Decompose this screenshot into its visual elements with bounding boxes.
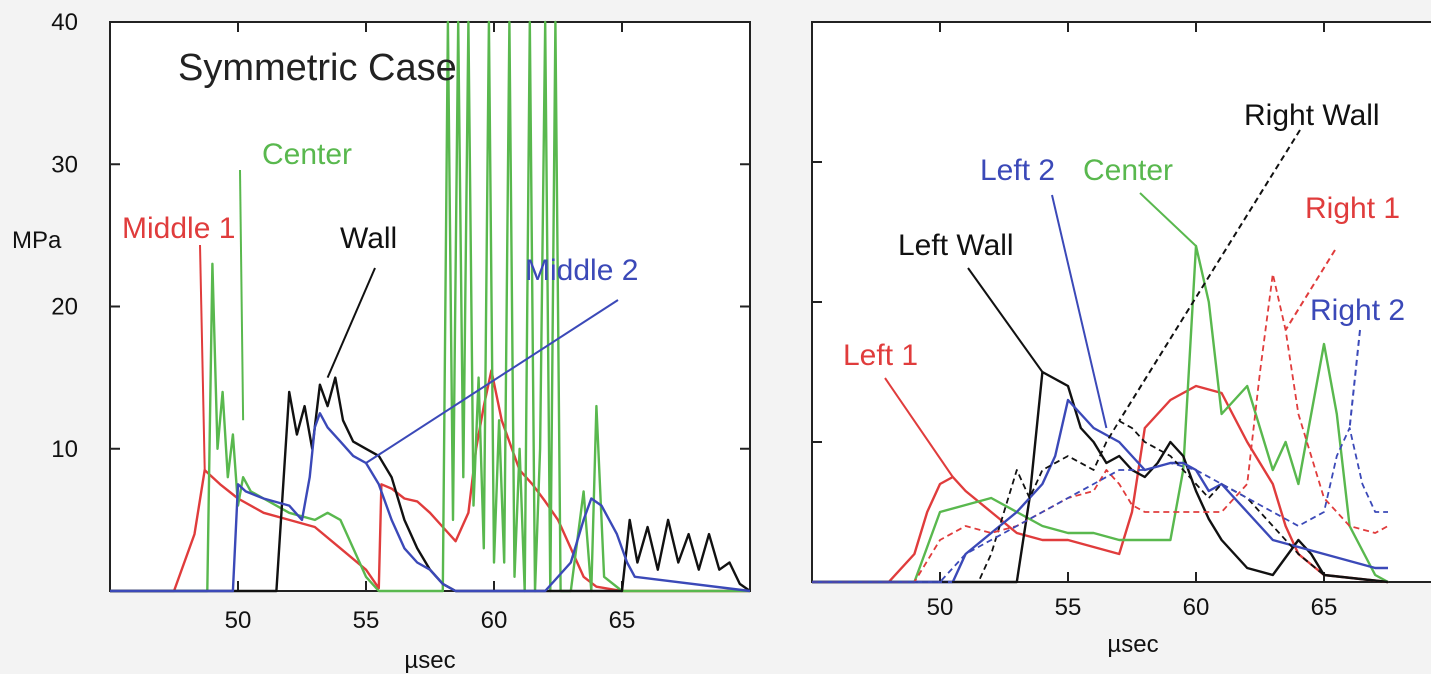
right-leader-right-1 (1284, 249, 1336, 331)
right-leader-left-wall (967, 267, 1044, 373)
annotation-left-wall: Left Wall (898, 229, 1014, 262)
left-leader-middle-1 (199, 244, 206, 471)
left-leader-lines (199, 169, 619, 471)
annotation-right-wall: Right Wall (1244, 99, 1380, 132)
right-series-right-wall-dashed (812, 420, 1389, 583)
right-series-right-1-dashed (812, 273, 1389, 583)
right-ticks: 50 55 60 65 (812, 22, 1338, 621)
left-series-center (110, 20, 750, 593)
annotation-center: Center (262, 138, 352, 171)
left-y-axis-label: MPa (12, 227, 62, 254)
left-chart-title: Symmetric Case (178, 47, 457, 89)
left-series-group (110, 20, 751, 593)
right-x-tick-label-60: 60 (1183, 594, 1210, 621)
annotation-wall: Wall (340, 222, 397, 255)
right-x-tick-label-55: 55 (1055, 594, 1082, 621)
left-x-tick-label-60: 60 (481, 607, 508, 634)
right-x-tick-label-50: 50 (927, 594, 954, 621)
left-y-tick-label-40: 40 (51, 9, 78, 36)
right-leader-center (1139, 192, 1197, 247)
annotation-right-center: Center (1083, 154, 1173, 187)
left-leader-center (239, 169, 245, 421)
right-leader-lines (884, 129, 1361, 478)
right-series-left-2 (812, 398, 1388, 584)
annotation-left-1: Left 1 (843, 339, 918, 372)
left-series-middle-2 (110, 412, 751, 593)
left-y-tick-label-30: 30 (51, 151, 78, 178)
annotation-middle-1: Middle 1 (122, 212, 235, 245)
left-x-tick-label-50: 50 (225, 607, 252, 634)
annotation-left-2: Left 2 (980, 154, 1055, 187)
annotation-middle-2: Middle 2 (525, 254, 638, 287)
left-plot-frame (109, 21, 751, 592)
right-x-tick-label-65: 65 (1311, 594, 1338, 621)
right-leader-left-1 (884, 377, 954, 478)
right-plot-frame (811, 21, 1431, 583)
left-leader-middle-2 (365, 299, 619, 464)
left-y-tick-label-20: 20 (51, 294, 78, 321)
right-leader-right-2 (1348, 329, 1361, 429)
left-y-tick-label-10: 10 (51, 436, 78, 463)
right-leader-right-wall (1118, 129, 1301, 422)
left-ticks: 50 55 60 65 10 20 30 40 (51, 9, 750, 634)
right-chart: 50 55 60 65 µsec Left 1 Left Wall Left 2 Ce… (811, 21, 1431, 658)
left-x-tick-label-65: 65 (609, 607, 636, 634)
annotation-right-1: Right 1 (1305, 192, 1400, 225)
right-leader-left-2 (1051, 194, 1108, 429)
right-series-left-1 (812, 384, 1389, 584)
left-leader-wall (326, 267, 376, 379)
right-series-group (812, 244, 1389, 584)
right-series-left-wall (812, 370, 1389, 584)
right-x-axis-label: µsec (1107, 631, 1158, 658)
left-x-axis-label: µsec (404, 647, 455, 674)
left-chart: 50 55 60 65 10 20 30 40 Symmetric Case µsec MPa… (12, 9, 751, 674)
right-series-center (812, 244, 1389, 584)
annotation-right-2: Right 2 (1310, 294, 1405, 327)
left-x-tick-label-55: 55 (353, 607, 380, 634)
